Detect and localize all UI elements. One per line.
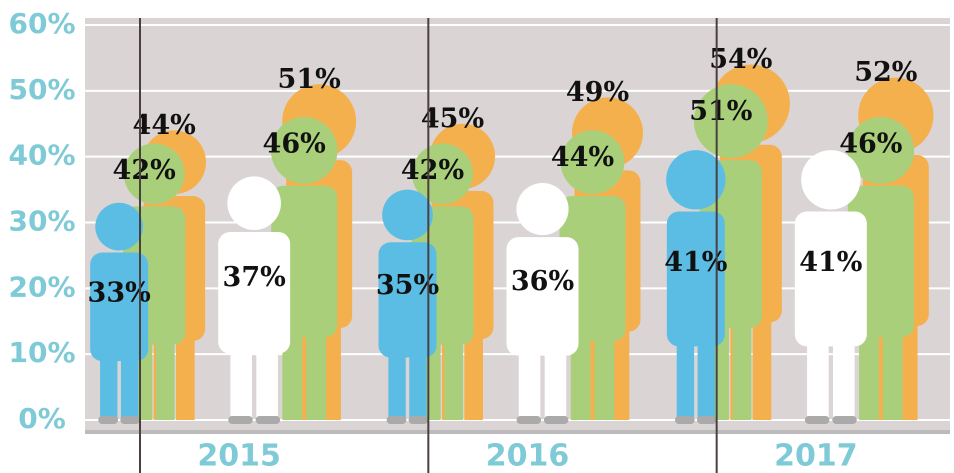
value-label: 41% bbox=[664, 247, 727, 278]
figure-head bbox=[412, 143, 473, 205]
figure-head bbox=[666, 150, 726, 210]
value-label: 36% bbox=[511, 266, 574, 297]
figure-shoe bbox=[804, 416, 830, 424]
figure-head bbox=[516, 183, 569, 236]
value-label: 35% bbox=[376, 270, 439, 301]
figure-leg bbox=[882, 283, 903, 420]
y-tick-label: 20% bbox=[8, 270, 75, 303]
figure bbox=[794, 150, 867, 424]
figure-head bbox=[123, 143, 185, 205]
x-tick-label: 2015 bbox=[197, 439, 281, 473]
figure-leg bbox=[120, 322, 139, 420]
value-label: 46% bbox=[263, 129, 326, 160]
figure-head bbox=[801, 150, 861, 210]
figure bbox=[90, 202, 149, 424]
value-label: 51% bbox=[278, 64, 341, 95]
figure-shoe bbox=[98, 416, 119, 424]
y-tick-label: 0% bbox=[18, 402, 66, 435]
figure bbox=[378, 189, 437, 424]
y-tick-label: 40% bbox=[8, 139, 75, 172]
value-label: 42% bbox=[113, 155, 176, 186]
value-label: 54% bbox=[709, 44, 772, 75]
figure-shoe bbox=[674, 416, 695, 424]
figure-leg bbox=[732, 268, 752, 420]
figure-shoe bbox=[516, 416, 542, 424]
y-tick-label: 50% bbox=[8, 73, 75, 106]
value-label: 42% bbox=[401, 155, 464, 186]
figure-leg bbox=[807, 298, 829, 420]
figure-shoe bbox=[832, 416, 857, 424]
figure-head bbox=[560, 130, 625, 195]
figure-shoe bbox=[120, 416, 141, 424]
x-tick-label: 2016 bbox=[486, 439, 570, 473]
figure-leg bbox=[156, 295, 175, 420]
x-tick-label: 2017 bbox=[774, 439, 858, 473]
value-label: 44% bbox=[133, 110, 196, 141]
figure-leg bbox=[676, 298, 695, 420]
figure-leg bbox=[409, 316, 427, 420]
figure-head bbox=[693, 84, 768, 159]
figure-shoe bbox=[408, 416, 429, 424]
figure bbox=[218, 176, 291, 424]
value-label: 49% bbox=[566, 77, 629, 108]
figure-shoe bbox=[228, 416, 253, 424]
figure-leg bbox=[832, 298, 855, 420]
figure-head bbox=[95, 202, 144, 251]
figure-head bbox=[227, 176, 281, 231]
value-label: 33% bbox=[88, 277, 151, 308]
figure-leg bbox=[444, 295, 463, 420]
figure-body bbox=[794, 211, 867, 347]
figure-shoe bbox=[255, 416, 281, 424]
figure-head bbox=[270, 117, 338, 184]
figure-leg bbox=[544, 313, 567, 420]
value-label: 52% bbox=[854, 57, 917, 88]
figure-leg bbox=[100, 322, 118, 420]
y-tick-label: 60% bbox=[8, 7, 75, 40]
figure bbox=[666, 150, 726, 424]
figure-leg bbox=[306, 283, 326, 420]
figure-leg bbox=[518, 313, 541, 420]
figure-shoe bbox=[543, 416, 569, 424]
figure-head bbox=[382, 189, 433, 241]
figure-leg bbox=[697, 298, 715, 420]
figure-leg bbox=[256, 310, 278, 420]
figure-shoe bbox=[386, 416, 407, 424]
figure-leg bbox=[388, 316, 406, 420]
value-label: 45% bbox=[421, 103, 484, 134]
value-label: 44% bbox=[551, 142, 614, 173]
figure bbox=[506, 183, 579, 424]
value-label: 41% bbox=[799, 247, 862, 278]
value-label: 37% bbox=[223, 262, 286, 293]
value-label: 51% bbox=[689, 96, 752, 127]
figure-head bbox=[847, 117, 915, 184]
figure-leg bbox=[230, 310, 253, 420]
y-tick-label: 30% bbox=[8, 205, 75, 238]
figure-leg bbox=[594, 289, 615, 420]
y-tick-label: 10% bbox=[8, 336, 75, 369]
value-label: 46% bbox=[839, 129, 902, 160]
figure-shoe bbox=[696, 416, 717, 424]
